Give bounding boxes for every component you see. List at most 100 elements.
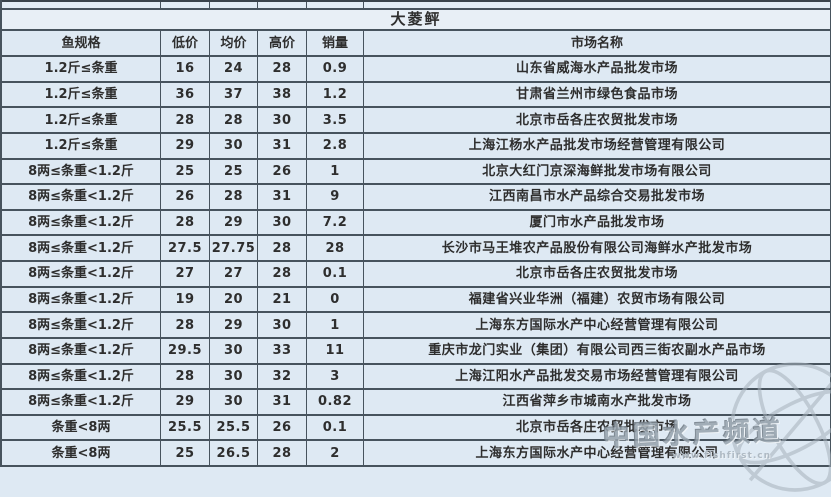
cell-high-price: 28 [258, 57, 307, 81]
cell-avg-price: 27 [210, 262, 258, 286]
table-row: 条重<8两 25 26.5 28 2 上海东方国际水产中心经营管理有限公司 [2, 441, 830, 467]
cell-volume: 0.1 [307, 415, 364, 440]
cell-spec: 8两≤条重<1.2斤 [2, 236, 161, 260]
column-header-4: 销量 [307, 31, 364, 55]
cropped-cell [307, 2, 364, 8]
cell-market: 上海东方国际水产中心经营管理有限公司 [475, 317, 719, 333]
cell-low-price: 27 [161, 262, 210, 286]
cell-low-price: 29 [161, 133, 210, 158]
cell-low-price: 28 [161, 313, 210, 337]
cell-market: 甘肃省兰州市绿色食品市场 [515, 86, 678, 102]
cell-high-price: 31 [258, 185, 307, 209]
price-table: 大菱鲆 鱼规格 低价 均价 高价 销量 市场名称 1.2斤≤条重 16 24 28 0.9 山东省威… [0, 0, 831, 467]
cell-market: 厦门市水产品批发市场 [529, 215, 665, 231]
cell-low-price: 36 [161, 82, 210, 107]
cell-low-price: 26 [161, 185, 210, 209]
cell-high-price: 32 [258, 364, 307, 389]
table-row: 8两≤条重<1.2斤 26 28 31 9 江西南昌市水产品综合交易批发市场 [2, 185, 830, 211]
cell-market: 上海东方国际水产中心经营管理有限公司 [475, 445, 719, 461]
cell-spec: 8两≤条重<1.2斤 [2, 390, 161, 414]
table-row: 8两≤条重<1.2斤 28 30 32 3 上海江阳水产品批发交易市场经营管理有限公司 [2, 364, 830, 391]
cell-low-price: 28 [161, 210, 210, 235]
cell-volume: 7.2 [307, 210, 364, 235]
cell-volume: 0 [307, 287, 364, 312]
cell-high-price: 28 [258, 441, 307, 465]
cell-volume: 2.8 [307, 133, 364, 158]
column-header-5: 市场名称 [570, 35, 623, 51]
cell-market: 长沙市马王堆农产品股份有限公司海鲜水产批发市场 [441, 240, 753, 256]
cell-spec: 条重<8两 [2, 415, 161, 440]
cell-high-price: 31 [258, 133, 307, 158]
cell-avg-price: 25 [210, 159, 258, 184]
cell-volume: 1 [307, 313, 364, 337]
cell-market: 北京市岳各庄农贸批发市场 [515, 420, 678, 436]
cell-market: 山东省威海水产品批发市场 [515, 61, 678, 77]
cell-spec: 1.2斤≤条重 [2, 57, 161, 81]
cropped-cell [2, 2, 161, 8]
cell-spec: 8两≤条重<1.2斤 [2, 210, 161, 235]
cell-spec: 条重<8两 [2, 441, 161, 465]
cell-high-price: 31 [258, 390, 307, 414]
cell-low-price: 25 [161, 441, 210, 465]
cell-avg-price: 29 [210, 210, 258, 235]
cell-market: 上海江杨水产品批发市场经营管理有限公司 [468, 138, 726, 154]
title-row: 大菱鲆 [2, 10, 830, 31]
cell-spec: 8两≤条重<1.2斤 [2, 262, 161, 286]
table-row: 1.2斤≤条重 16 24 28 0.9 山东省威海水产品批发市场 [2, 57, 830, 83]
cropped-cell [258, 2, 307, 8]
cell-high-price: 38 [258, 82, 307, 107]
cell-high-price: 30 [258, 210, 307, 235]
cell-avg-price: 30 [210, 364, 258, 389]
cell-spec: 1.2斤≤条重 [2, 133, 161, 158]
cell-avg-price: 26.5 [210, 441, 258, 465]
table-row: 1.2斤≤条重 36 37 38 1.2 甘肃省兰州市绿色食品市场 [2, 82, 830, 109]
cell-low-price: 28 [161, 364, 210, 389]
cell-high-price: 30 [258, 108, 307, 132]
cell-avg-price: 30 [210, 338, 258, 363]
cell-spec: 8两≤条重<1.2斤 [2, 287, 161, 312]
cell-high-price: 28 [258, 236, 307, 260]
cell-market: 上海江阳水产品批发交易市场经营管理有限公司 [455, 368, 739, 384]
table-row: 1.2斤≤条重 28 28 30 3.5 北京市岳各庄农贸批发市场 [2, 108, 830, 134]
header-row: 鱼规格 低价 均价 高价 销量 市场名称 [2, 31, 830, 57]
cell-spec: 8两≤条重<1.2斤 [2, 159, 161, 184]
table-row: 1.2斤≤条重 29 30 31 2.8 上海江杨水产品批发市场经营管理有限公司 [2, 133, 830, 160]
cell-high-price: 26 [258, 415, 307, 440]
cell-market: 重庆市龙门实业（集团）有限公司西三街农副水产品市场 [428, 343, 766, 359]
cell-low-price: 29.5 [161, 338, 210, 363]
cell-volume: 1 [307, 159, 364, 184]
cell-avg-price: 20 [210, 287, 258, 312]
table-body: 1.2斤≤条重 16 24 28 0.9 山东省威海水产品批发市场 1.2斤≤条重 36 37 3… [2, 57, 830, 467]
cell-volume: 0.9 [307, 57, 364, 81]
table-row: 8两≤条重<1.2斤 28 29 30 1 上海东方国际水产中心经营管理有限公司 [2, 313, 830, 339]
cell-avg-price: 24 [210, 57, 258, 81]
cell-low-price: 25.5 [161, 415, 210, 440]
cell-market: 北京市岳各庄农贸批发市场 [515, 266, 678, 282]
cell-market: 福建省兴业华洲（福建）农贸市场有限公司 [468, 291, 726, 307]
cell-volume: 3.5 [307, 108, 364, 132]
cell-low-price: 28 [161, 108, 210, 132]
cell-volume: 11 [307, 338, 364, 363]
cell-volume: 9 [307, 185, 364, 209]
cell-volume: 28 [307, 236, 364, 260]
table-row: 8两≤条重<1.2斤 29 30 31 0.82 江西省萍乡市城南水产批发市场 [2, 390, 830, 416]
cell-avg-price: 30 [210, 390, 258, 414]
cell-market: 北京市岳各庄农贸批发市场 [515, 112, 678, 128]
cell-high-price: 21 [258, 287, 307, 312]
column-header-0: 鱼规格 [2, 31, 161, 55]
cell-spec: 1.2斤≤条重 [2, 82, 161, 107]
cell-avg-price: 27.75 [210, 236, 258, 260]
cropped-cell [364, 2, 830, 8]
cropped-cell [210, 2, 258, 8]
cell-volume: 3 [307, 364, 364, 389]
cell-market: 北京大红门京深海鲜批发市场有限公司 [482, 163, 712, 179]
column-header-3: 高价 [258, 31, 307, 55]
cell-spec: 8两≤条重<1.2斤 [2, 313, 161, 337]
table-row: 8两≤条重<1.2斤 29.5 30 33 11 重庆市龙门实业（集团）有限公司西三街农副… [2, 338, 830, 365]
cell-volume: 2 [307, 441, 364, 465]
table-row: 条重<8两 25.5 25.5 26 0.1 北京市岳各庄农贸批发市场 [2, 415, 830, 442]
cell-avg-price: 29 [210, 313, 258, 337]
cell-avg-price: 28 [210, 185, 258, 209]
table-row: 8两≤条重<1.2斤 19 20 21 0 福建省兴业华洲（福建）农贸市场有限公司 [2, 287, 830, 314]
table-row: 8两≤条重<1.2斤 27.5 27.75 28 28 长沙市马王堆农产品股份有限公司海鲜… [2, 236, 830, 262]
